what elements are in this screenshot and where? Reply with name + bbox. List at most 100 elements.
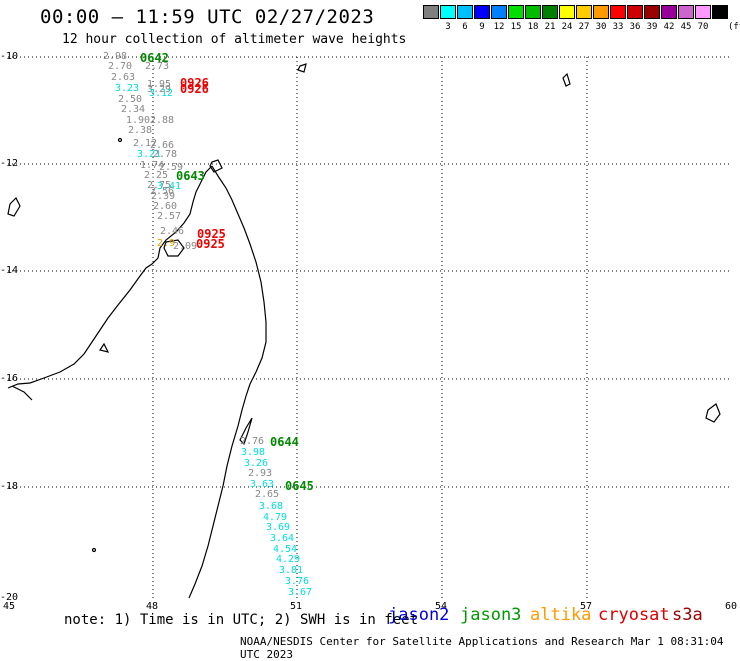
color-swatch (474, 5, 490, 19)
color-swatch-label: 15 (510, 22, 522, 32)
wave-height-value: 4.79 (263, 512, 288, 523)
map-title: 00:00 – 11:59 UTC 02/27/2023 (40, 6, 375, 28)
wave-height-value: 2.57 (157, 211, 182, 222)
pass-time-label: 0926 (180, 82, 209, 96)
color-swatch-label: 42 (663, 22, 675, 32)
footer-note: note: 1) Time is in UTC; 2) SWH is in fe… (64, 612, 419, 628)
color-swatch (440, 5, 456, 19)
wave-height-value: 3.26 (244, 458, 269, 469)
wave-height-value: 2.78 (153, 149, 178, 160)
satellite-jason3: jason3 (460, 605, 522, 625)
color-swatch-label: 36 (629, 22, 641, 32)
color-swatch (661, 5, 677, 19)
color-swatch-label: 6 (462, 22, 468, 32)
coastlines (7, 63, 721, 599)
wave-height-value: 2.65 (255, 489, 280, 500)
color-swatch-label: 70 (697, 22, 709, 32)
lat-label-16: -16 (0, 373, 19, 384)
wave-height-value: 3.23 (115, 83, 140, 94)
pass-time-label: 0644 (270, 435, 299, 449)
color-swatch-label: 24 (561, 22, 573, 32)
color-swatch (576, 5, 592, 19)
color-swatch-label: 45 (680, 22, 692, 32)
satellite-jason2: jason2 (388, 605, 450, 625)
wave-height-value: 2.70 (108, 61, 133, 72)
wave-height-value: 1.95 (147, 79, 172, 90)
lat-label-12: -12 (0, 158, 19, 169)
pass-time-label: 0925 (196, 237, 225, 251)
wave-height-value: 3.29 (147, 84, 172, 95)
pass-time-label: 0643 (176, 169, 205, 183)
sainte-marie-island (239, 417, 253, 446)
wave-height-value: 2.59 (159, 162, 184, 173)
lat-label-10: -10 (0, 51, 19, 62)
wave-height-value: 3.68 (259, 501, 284, 512)
wave-height-value: 2.63 (111, 72, 136, 83)
color-swatch (695, 5, 711, 19)
wave-height-value: 2.39 (151, 191, 176, 202)
lon-label-54: 54 (435, 601, 448, 612)
wave-height-value: 2.9 (157, 238, 176, 249)
wave-height-value: 2.56 (150, 186, 175, 197)
color-swatch-label: 3 (445, 22, 451, 32)
color-swatch (593, 5, 609, 19)
lat-label-14: -14 (0, 265, 19, 276)
color-swatch (712, 5, 728, 19)
wave-height-value: 3.76 (285, 576, 310, 587)
lon-label-48: 48 (146, 601, 159, 612)
color-swatch (457, 5, 473, 19)
wave-height-value: 2.46 (160, 226, 185, 237)
color-swatch (525, 5, 541, 19)
nosy-be-island (163, 239, 185, 257)
wave-height-value: 2.66 (150, 140, 175, 151)
wave-height-value: 2.88 (150, 115, 175, 126)
wave-height-value: 1.74 (140, 160, 165, 171)
lon-label-45: 45 (3, 601, 16, 612)
satellite-cryosat: cryosat (598, 605, 670, 625)
color-swatch (423, 5, 439, 19)
lon-label-57: 57 (580, 601, 593, 612)
wave-height-value: 2.50 (118, 94, 143, 105)
wave-height-value: 3.63 (250, 479, 275, 490)
reunion-island (705, 403, 721, 423)
color-swatch-label: 9 (479, 22, 485, 32)
footer-credit: NOAA/NESDIS Center for Satellite Applica… (240, 635, 724, 661)
wave-height-value: 2.60 (153, 201, 178, 212)
wave-height-value: 2.34 (121, 104, 146, 115)
color-swatch (542, 5, 558, 19)
lat-label-20: -20 (0, 592, 19, 603)
lat-lon-grid (8, 56, 732, 598)
color-scale-unit: (ft) (728, 22, 740, 32)
wave-height-value: 2.38 (128, 125, 153, 136)
satellite-altika: altika (530, 605, 592, 625)
wave-height-value: 3.81 (279, 565, 304, 576)
wave-height-value: 3.64 (270, 533, 295, 544)
islet-2 (91, 547, 97, 553)
pass-time-label: 0642 (140, 51, 169, 65)
comoros-island-1 (7, 196, 21, 217)
color-swatch (491, 5, 507, 19)
comoros-island-2 (99, 342, 110, 353)
wave-height-value: 2.09 (173, 241, 198, 252)
wave-height-value: 2.12 (133, 138, 158, 149)
color-swatch-label: 33 (612, 22, 624, 32)
wave-height-value: 2.25 (144, 170, 169, 181)
color-swatch (559, 5, 575, 19)
lon-label-51: 51 (290, 601, 303, 612)
color-swatch (627, 5, 643, 19)
wave-height-value: 4.54 (273, 544, 298, 555)
pass-time-label: 0926 (180, 76, 209, 90)
glorieuses-islet (297, 63, 307, 73)
wave-height-value: 4.29 (276, 554, 301, 565)
color-swatch-label: 39 (646, 22, 658, 32)
wave-height-value: 3.69 (266, 522, 291, 533)
madagascar-coastline (7, 165, 267, 599)
lat-label-18: -18 (0, 481, 19, 492)
color-swatch-label: 18 (527, 22, 539, 32)
tromelin-island (562, 72, 571, 87)
lon-label-60: 60 (725, 601, 738, 612)
color-swatch-label: 27 (578, 22, 590, 32)
wave-height-value: 2.93 (248, 468, 273, 479)
pass-time-label: 0645 (285, 479, 314, 493)
